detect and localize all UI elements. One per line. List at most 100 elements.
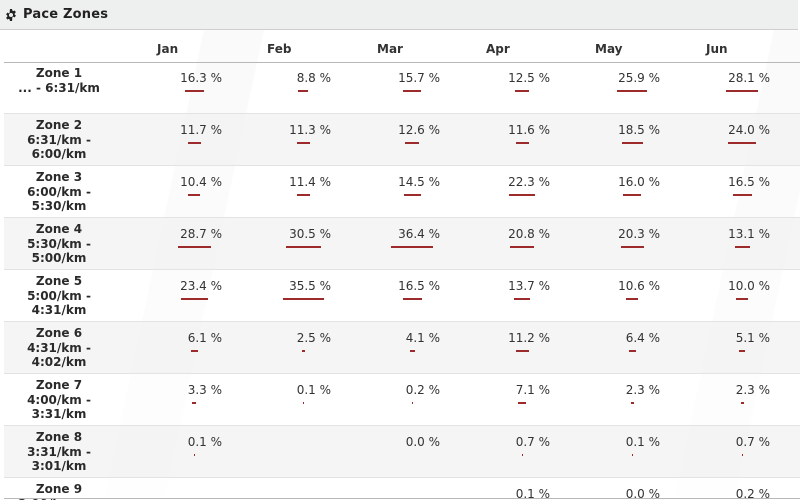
percent-bar	[728, 142, 756, 144]
percent-bar	[620, 246, 644, 248]
percent-value: 18.5 %	[618, 123, 660, 137]
zone-cell-jan: 6.1 %	[122, 322, 222, 374]
zone-label: Zone 2 6:31/km -6:00/km	[4, 118, 114, 162]
percent-value: 16.0 %	[618, 175, 660, 189]
percent-value: 0.1 %	[515, 487, 550, 500]
zone-row: Zone 4 5:30/km -5:00/km 28.7 % 30.5 % 36.4 %…	[4, 218, 800, 270]
zone-cell-may: 18.5 %	[560, 114, 660, 166]
column-header-feb[interactable]: Feb	[267, 42, 292, 56]
percent-value: 0.2 %	[735, 487, 770, 500]
percent-bar	[301, 350, 305, 352]
zone-label: Zone 6 4:31/km -4:02/km	[4, 326, 114, 370]
column-header-jan[interactable]: Jan	[157, 42, 179, 56]
zone-cell-mar: 0.2 %	[340, 374, 440, 426]
percent-bar	[285, 246, 321, 248]
percent-value: 30.5 %	[289, 227, 331, 241]
percent-value: 10.6 %	[618, 279, 660, 293]
panel-title: Pace Zones	[23, 7, 109, 22]
zone-label-line1: Zone 2	[35, 118, 83, 132]
percent-bar	[184, 90, 204, 92]
zone-cell-may: 20.3 %	[560, 218, 660, 270]
zone-cell-apr: 7.1 %	[450, 374, 550, 426]
percent-value: 2.5 %	[296, 331, 331, 345]
zone-row: Zone 5 5:00/km -4:31/km 23.4 % 35.5 % 16.5 %…	[4, 270, 800, 322]
percent-bar	[515, 90, 529, 92]
percent-bar	[190, 350, 198, 352]
zone-label-line1: Zone 7	[35, 378, 83, 392]
percent-value: 6.4 %	[625, 331, 660, 345]
zone-label-line3: 3:31/km	[31, 407, 87, 421]
zone-cell-may: 0.1 %	[560, 426, 660, 478]
zone-cell-jun: 16.5 %	[670, 166, 770, 218]
zone-cell-mar	[340, 478, 440, 500]
percent-bar	[403, 90, 421, 92]
zone-cell-jun: 2.3 %	[670, 374, 770, 426]
zone-cell-may: 10.6 %	[560, 270, 660, 322]
percent-bar	[302, 402, 304, 404]
percent-value: 3.3 %	[187, 383, 222, 397]
percent-bar	[518, 402, 526, 404]
column-header-mar[interactable]: Mar	[377, 42, 403, 56]
percent-bar	[405, 142, 419, 144]
zone-label-line3: 6:00/km	[31, 147, 87, 161]
zone-label-line1: Zone 5	[35, 274, 83, 288]
zone-label-line3: 5:00/km	[31, 251, 87, 265]
zone-label-line3: 4:02/km	[31, 355, 87, 369]
percent-value: 25.9 %	[618, 71, 660, 85]
zone-cell-jun: 24.0 %	[670, 114, 770, 166]
percent-bar	[180, 298, 208, 300]
zone-label-line2: 4:31/km -	[27, 340, 91, 355]
column-header-may[interactable]: May	[595, 42, 623, 56]
zone-label-line3: 5:30/km	[31, 199, 87, 213]
zone-cell-feb: 0.1 %	[231, 374, 331, 426]
percent-bar	[177, 246, 211, 248]
percent-bar	[188, 194, 200, 196]
percent-bar	[736, 298, 748, 300]
zone-cell-feb: 11.3 %	[231, 114, 331, 166]
zone-label: Zone 3 6:00/km -5:30/km	[4, 170, 114, 214]
percent-bar	[515, 142, 529, 144]
percent-value: 28.7 %	[180, 227, 222, 241]
percent-value: 14.5 %	[398, 175, 440, 189]
percent-bar	[628, 350, 636, 352]
percent-bar	[296, 194, 310, 196]
percent-bar	[282, 298, 324, 300]
column-header-apr[interactable]: Apr	[486, 42, 510, 56]
percent-bar	[521, 454, 523, 456]
percent-value: 12.5 %	[508, 71, 550, 85]
zone-label: Zone 4 5:30/km -5:00/km	[4, 222, 114, 266]
percent-value: 12.6 %	[398, 123, 440, 137]
percent-value: 0.7 %	[515, 435, 550, 449]
percent-bar	[726, 90, 758, 92]
percent-bar	[617, 90, 647, 92]
column-header-jun[interactable]: Jun	[706, 42, 728, 56]
zone-cell-mar: 36.4 %	[340, 218, 440, 270]
pace-zones-table: Jan Feb Mar Apr May Jun Zone 1... - 6:31/km 16…	[4, 30, 800, 500]
zone-label-line1: Zone 4	[35, 222, 83, 236]
zone-cell-jan: 0.1 %	[122, 426, 222, 478]
zone-label-line2: 6:00/km -	[27, 184, 91, 199]
percent-value: 2.3 %	[625, 383, 660, 397]
zone-cell-mar: 14.5 %	[340, 166, 440, 218]
panel-header: Pace Zones	[0, 0, 798, 30]
percent-bar	[403, 194, 421, 196]
zone-cell-jan	[122, 478, 222, 500]
percent-bar	[298, 90, 308, 92]
percent-bar	[732, 194, 752, 196]
percent-value: 0.1 %	[625, 435, 660, 449]
percent-bar	[187, 142, 201, 144]
zone-cell-mar: 16.5 %	[340, 270, 440, 322]
percent-value: 16.3 %	[180, 71, 222, 85]
zone-cell-jun: 28.1 %	[670, 62, 770, 114]
percent-value: 10.0 %	[728, 279, 770, 293]
percent-bar	[411, 402, 413, 404]
zone-label-line2: 5:00/km -	[27, 288, 91, 303]
zone-cell-may: 6.4 %	[560, 322, 660, 374]
percent-value: 13.1 %	[728, 227, 770, 241]
zone-cell-jun: 10.0 %	[670, 270, 770, 322]
zone-row: Zone 2 6:31/km -6:00/km 11.7 % 11.3 % 12.6 %…	[4, 114, 800, 166]
zone-cell-feb: 35.5 %	[231, 270, 331, 322]
zone-cell-feb: 11.4 %	[231, 166, 331, 218]
gear-icon[interactable]	[5, 8, 17, 21]
zone-cell-apr: 12.5 %	[450, 62, 550, 114]
